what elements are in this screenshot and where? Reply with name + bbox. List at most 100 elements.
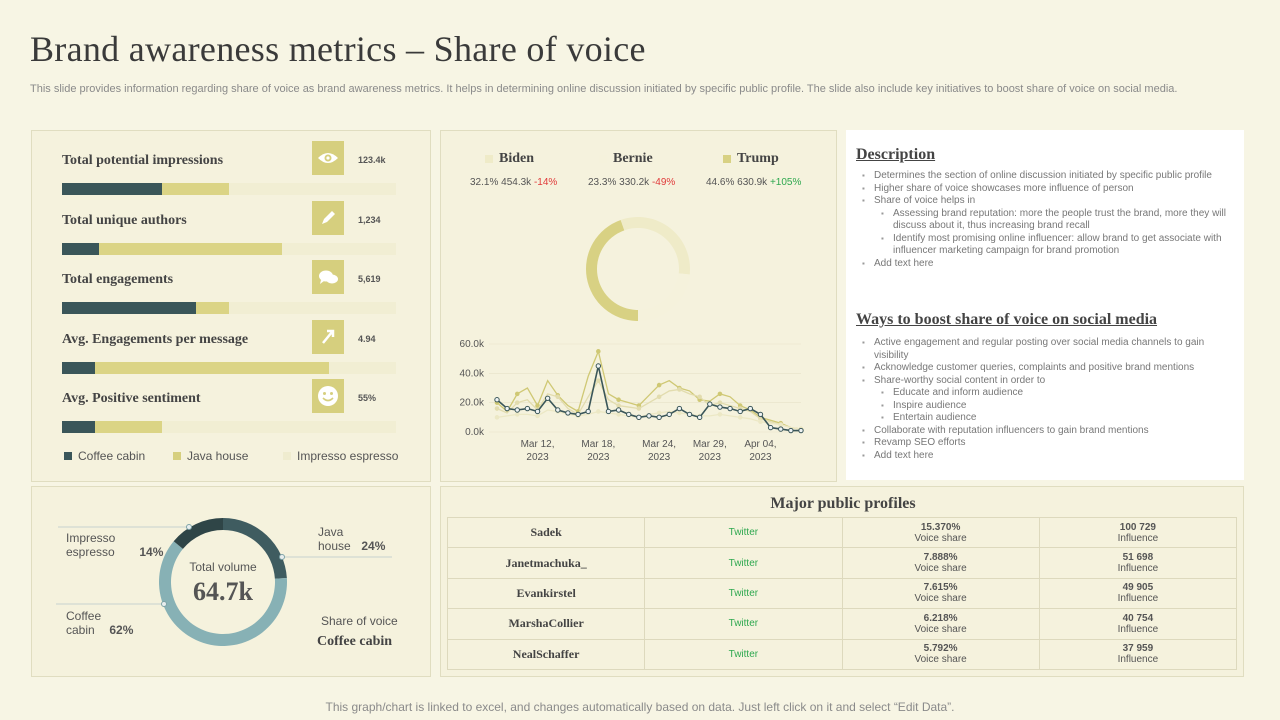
influence-value: 100 729 — [1119, 521, 1156, 533]
metric-bar — [62, 183, 396, 195]
table-row: MarshaCollier Twitter 6.218% Voice share 40 … — [446, 608, 1238, 640]
data-point — [514, 412, 520, 417]
legend-swatch-coffee — [64, 452, 72, 460]
list-item: Higher share of voice showcases more inf… — [862, 183, 1234, 196]
list-item: Share of voice helps in — [862, 195, 1234, 208]
candidate-swatch — [485, 155, 493, 163]
platform-text[interactable]: Twitter — [728, 618, 759, 630]
profile-name-text: Sadek — [530, 525, 562, 540]
data-point — [524, 405, 531, 412]
volume-donut-chart — [56, 518, 392, 646]
total-volume-value: 64.7k — [193, 577, 253, 606]
data-point — [696, 414, 703, 421]
metric-value: 55% — [358, 393, 377, 403]
list-item: Add text here — [862, 258, 1234, 271]
share-brand: Coffee cabin — [317, 634, 393, 649]
x-tick-label: Mar 18, — [581, 439, 615, 450]
platform-text[interactable]: Twitter — [728, 587, 759, 599]
footer-note: This graph/chart is linked to excel, and… — [325, 700, 955, 714]
data-point — [717, 404, 723, 410]
voice-share-label: Voice share — [914, 623, 967, 635]
profile-name: MarshaCollier — [446, 608, 646, 640]
metric-label: Avg. Engagements per message — [62, 331, 249, 347]
influence-label: Influence — [1117, 593, 1159, 605]
metric-label: Total potential impressions — [62, 153, 224, 168]
data-point — [596, 378, 601, 383]
data-point — [747, 405, 754, 412]
table-row: Evankirstel Twitter 7.615% Voice share 49 90… — [446, 577, 1238, 610]
profile-name-text: NealSchaffer — [512, 646, 580, 661]
data-point — [737, 408, 743, 415]
bar-segment-java-house — [162, 183, 229, 195]
data-point — [778, 422, 784, 427]
candidate-stats: 23.3% 330.2k -49% — [588, 177, 675, 188]
platform-text[interactable]: Twitter — [728, 648, 759, 660]
data-point — [636, 414, 642, 421]
legend-label-espresso: Impresso espresso — [297, 449, 399, 463]
data-point — [798, 427, 804, 434]
data-point — [717, 412, 723, 417]
data-point — [555, 407, 561, 413]
platform-link[interactable]: Twitter — [644, 547, 843, 579]
leader-dot — [186, 524, 192, 530]
legend-coffee: Coffee cabin — [64, 449, 145, 463]
data-point — [616, 397, 621, 403]
bar-segment-java-house — [95, 361, 330, 374]
profile-name: Sadek — [446, 516, 646, 549]
profile-name: Janetmachuka_ — [446, 547, 646, 579]
x-tick-label: 2023 — [587, 452, 610, 463]
data-point — [595, 363, 602, 369]
description-list: Determines the section of online discuss… — [862, 170, 1234, 271]
label-coffee-name: Coffee cabin — [66, 609, 102, 637]
donut-slice-trump — [586, 219, 638, 321]
data-point — [656, 414, 662, 421]
influence-cell: 40 754 Influence — [1038, 608, 1238, 640]
candidate-name: Trump — [723, 151, 779, 167]
influence-cell: 100 729 Influence — [1038, 516, 1238, 549]
data-point — [494, 397, 500, 403]
label-coffee-pct: 62% — [109, 623, 134, 637]
influence-cell: 37 959 Influence — [1038, 638, 1238, 670]
candidate-swatch — [599, 155, 607, 163]
influence-cell: 49 905 Influence — [1038, 577, 1238, 610]
data-point — [605, 408, 612, 415]
platform-text[interactable]: Twitter — [728, 557, 759, 569]
candidate-change: -14% — [533, 177, 558, 188]
metric-value: 1,234 — [358, 214, 381, 225]
volume-slice-impresso-espresso — [173, 518, 223, 549]
data-point — [788, 427, 794, 434]
data-point — [717, 400, 723, 405]
data-point — [535, 413, 540, 419]
pen-icon — [312, 200, 344, 235]
platform-link[interactable]: Twitter — [644, 577, 843, 610]
voice-share-value: 7.615% — [923, 582, 958, 594]
list-item: Entertain audience — [881, 412, 1234, 425]
metric-bar — [62, 361, 396, 374]
series-line-biden — [496, 379, 802, 430]
label-espresso-pct: 14% — [139, 545, 164, 559]
influence-value: 51 698 — [1122, 552, 1154, 564]
page-title: Brand awareness metrics – Share of voice — [30, 29, 646, 69]
list-item: Inspire audience — [881, 400, 1234, 413]
voice-share-cell: 7.888% Voice share — [841, 547, 1040, 579]
influence-label: Influence — [1117, 623, 1159, 635]
data-point — [656, 382, 662, 388]
x-tick-label: Mar 24, — [642, 439, 676, 450]
list-item: Determines the section of online discuss… — [862, 170, 1234, 183]
candidate-share: 32.1% — [470, 177, 499, 188]
profiles-table: Sadek Twitter 15.370% Voice share 100 729 Inf… — [446, 516, 1238, 670]
data-point — [636, 406, 642, 411]
platform-text[interactable]: Twitter — [728, 527, 759, 539]
legend-swatch-java — [173, 452, 181, 460]
leader-dot — [161, 601, 167, 607]
y-tick-label: 40.0k — [460, 368, 485, 379]
candidate-stats: 32.1% 454.3k -14% — [470, 177, 557, 188]
list-item: Acknowledge customer queries, complaints… — [862, 362, 1234, 375]
metric-value: 5,619 — [358, 274, 381, 284]
platform-link[interactable]: Twitter — [644, 608, 843, 640]
platform-link[interactable]: Twitter — [644, 516, 843, 549]
legend-espresso: Impresso espresso — [283, 449, 398, 463]
platform-link[interactable]: Twitter — [644, 638, 843, 670]
data-point — [504, 405, 510, 412]
volume-slice-java-house — [223, 518, 287, 579]
